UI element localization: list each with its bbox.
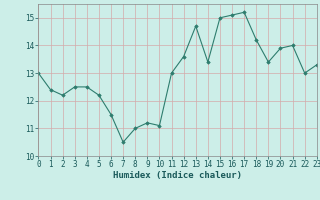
X-axis label: Humidex (Indice chaleur): Humidex (Indice chaleur) — [113, 171, 242, 180]
